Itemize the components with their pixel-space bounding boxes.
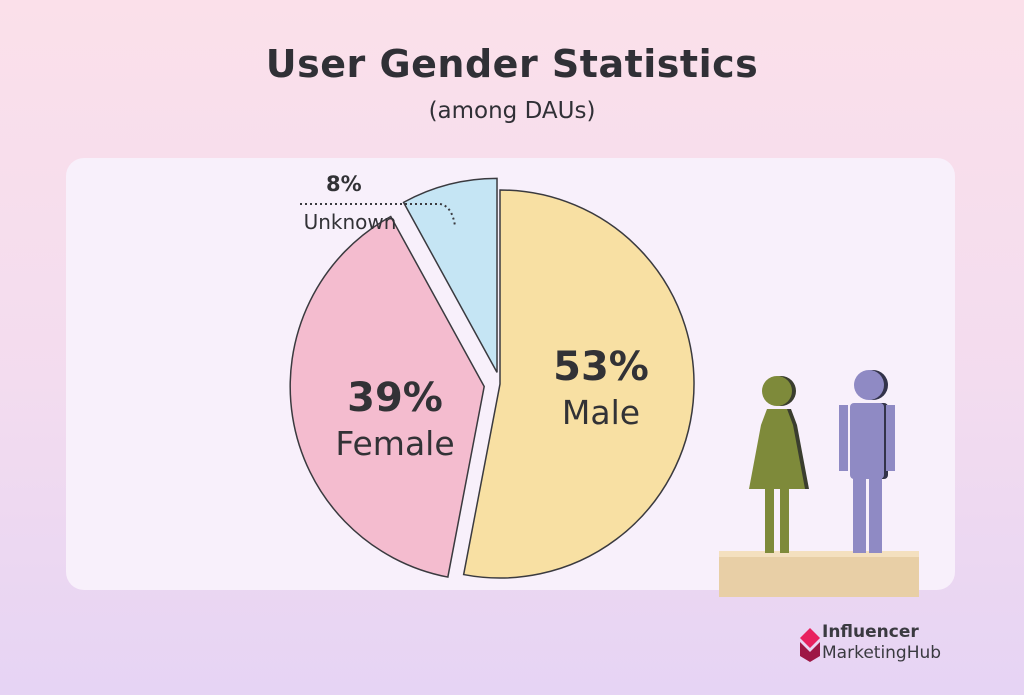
female-figure-icon (749, 376, 809, 553)
slice-percent-male: 53% (553, 344, 649, 390)
unknown-leader-line (300, 203, 456, 227)
brand-logo-icon (800, 628, 820, 662)
pie-labels: 53%Male 39%Female 8% Unknown (304, 172, 649, 463)
chart-subtitle: (among DAUs) (428, 98, 596, 124)
gender-figures-illustration (719, 370, 919, 597)
slice-percent-female: 39% (347, 375, 443, 421)
pie-slice-unknown (402, 177, 498, 373)
pie-slice-male (462, 189, 695, 579)
slice-label-unknown: Unknown (304, 210, 397, 234)
brand-name-line1: Influencer (822, 622, 919, 642)
pie-slices (289, 177, 695, 579)
slice-percent-unknown: 8% (326, 172, 362, 196)
slice-label-male: Male (562, 393, 640, 432)
wooden-base (719, 551, 919, 597)
pie-slice-female (289, 215, 485, 578)
chart-title: User Gender Statistics (265, 42, 759, 86)
slice-label-female: Female (335, 424, 454, 463)
male-figure-icon (839, 370, 895, 553)
brand-name-line2: MarketingHub (822, 643, 942, 663)
